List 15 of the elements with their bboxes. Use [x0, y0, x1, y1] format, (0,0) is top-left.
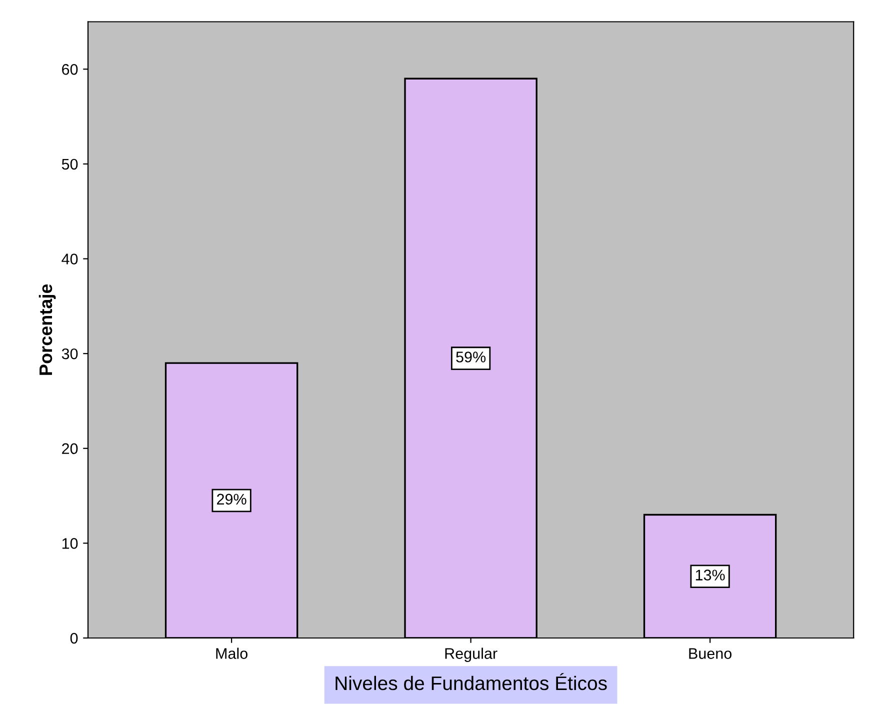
data-label: 13%: [696, 570, 725, 580]
y-tick-label: 60: [62, 64, 78, 75]
x-tick-label: Regular: [445, 648, 498, 662]
data-label: 59%: [456, 352, 486, 362]
y-tick-label: 20: [62, 443, 78, 454]
x-tick-label: Malo: [216, 648, 248, 659]
y-axis-title: Porcentaje: [38, 284, 56, 375]
y-tick-label: 0: [70, 632, 78, 644]
y-tick-label: 10: [62, 538, 78, 549]
y-tick-label: 40: [62, 254, 78, 264]
y-tick-label: 50: [62, 158, 78, 170]
x-axis-title: Niveles de Fundamentos Éticos: [336, 673, 607, 690]
x-tick-label: Bueno: [689, 648, 732, 659]
data-label: 29%: [217, 494, 246, 505]
y-tick-label: 30: [62, 348, 78, 360]
